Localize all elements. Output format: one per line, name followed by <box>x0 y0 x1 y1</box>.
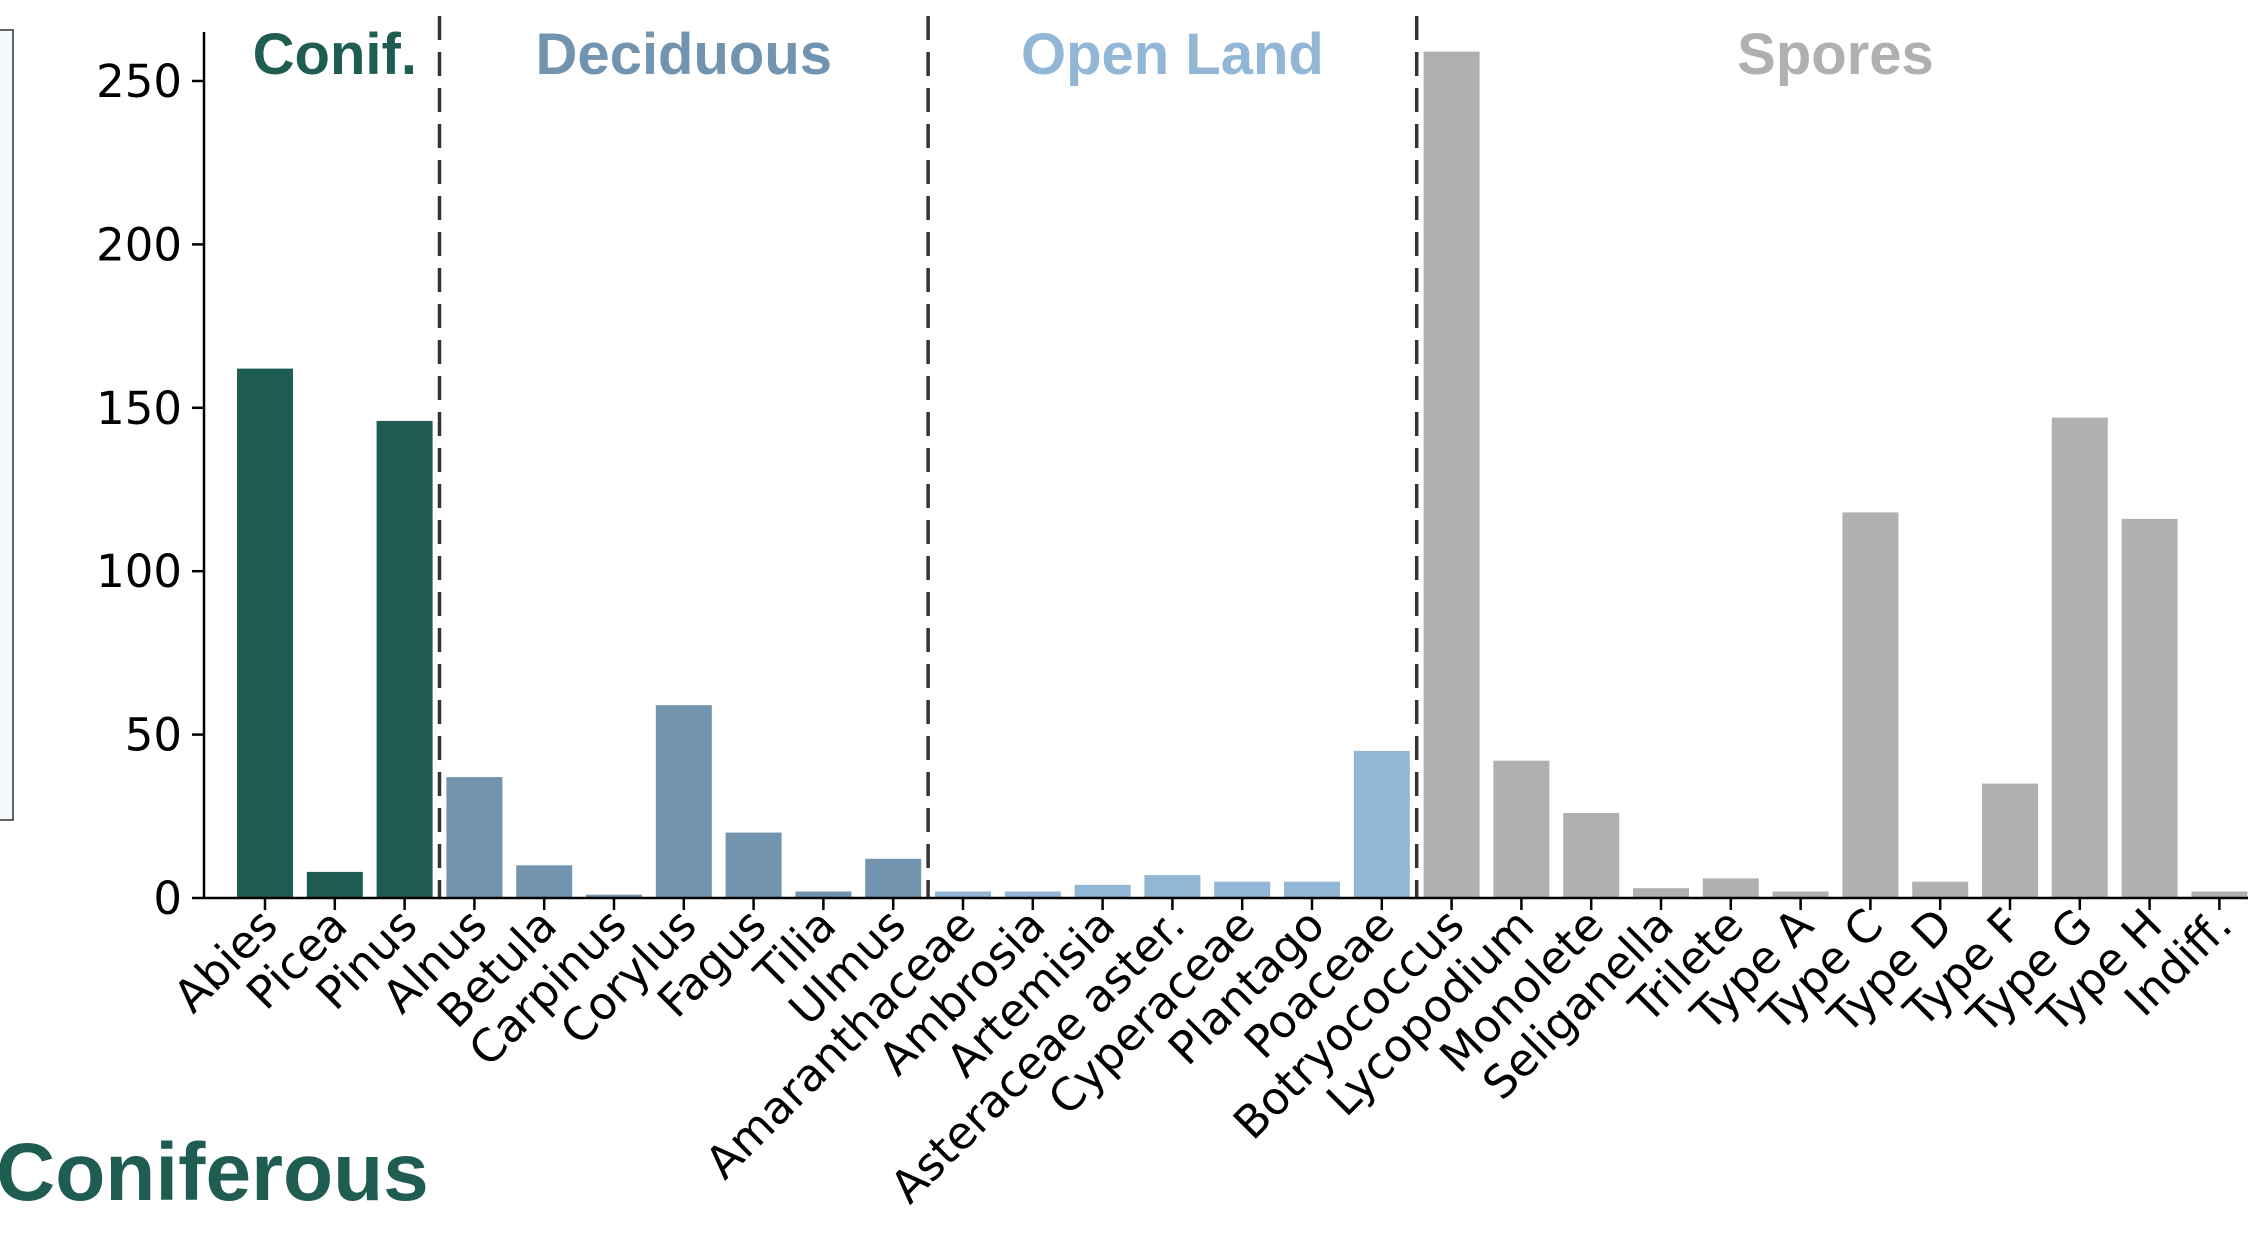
group-separators <box>437 16 1419 898</box>
bar-ambrosia <box>1004 891 1061 898</box>
coniferous-annotation: Coniferous <box>0 1127 429 1218</box>
bar-type-a <box>1772 891 1829 898</box>
group-label-open-land: Open Land <box>1021 22 1324 87</box>
bar-tilia <box>795 891 852 898</box>
y-ticks: 0 50 100 150 200 250 <box>96 55 204 925</box>
bar-pinus <box>376 420 433 898</box>
bar-seliganella <box>1633 888 1689 898</box>
y-tick-label-100: 100 <box>96 545 182 598</box>
bar-ulmus <box>865 858 922 898</box>
y-tick-label-0: 0 <box>153 872 182 925</box>
y-tick-label-150: 150 <box>96 382 182 435</box>
y-tick-label-250: 250 <box>96 55 182 108</box>
y-tick-label-200: 200 <box>96 218 182 271</box>
y-tick-label-50: 50 <box>125 709 182 762</box>
bar-botryococcus <box>1423 51 1480 899</box>
left-panel-edge <box>0 29 14 821</box>
bar-abies <box>237 368 293 899</box>
bar-artemisia <box>1074 884 1131 898</box>
bar-trilete <box>1702 878 1759 898</box>
bar-carpinus <box>586 894 642 898</box>
axes <box>202 32 2248 900</box>
bar-poaceae <box>1353 750 1410 898</box>
group-labels: Conif. Deciduous Open Land Spores <box>253 22 1934 87</box>
bar-type-f <box>1982 783 2038 898</box>
bar-lycopodium <box>1493 760 1550 898</box>
group-label-deciduous: Deciduous <box>536 22 833 87</box>
bar-fagus <box>725 832 782 898</box>
bar-amaranthaceae <box>935 891 991 898</box>
bar-indiff <box>2191 891 2248 898</box>
bar-alnus <box>446 777 503 898</box>
bar-monolete <box>1563 813 1620 898</box>
bar-type-h <box>2121 518 2178 898</box>
x-ticks: AbiesPiceaPinusAlnusBetulaCarpinusCorylu… <box>163 898 2242 1213</box>
bars-layer <box>237 51 2248 899</box>
bar-plantago <box>1284 881 1340 898</box>
bar-type-d <box>1912 881 1969 898</box>
bar-picea <box>306 871 363 898</box>
bar-betula <box>516 865 573 898</box>
group-label-conif: Conif. <box>253 22 417 87</box>
bar-type-c <box>1842 512 1899 898</box>
bar-corylus <box>655 705 712 898</box>
bar-asteraceae-aster <box>1144 875 1201 898</box>
group-label-spores: Spores <box>1737 22 1934 87</box>
bar-type-g <box>2051 417 2108 898</box>
bar-cyperaceae <box>1214 881 1271 898</box>
